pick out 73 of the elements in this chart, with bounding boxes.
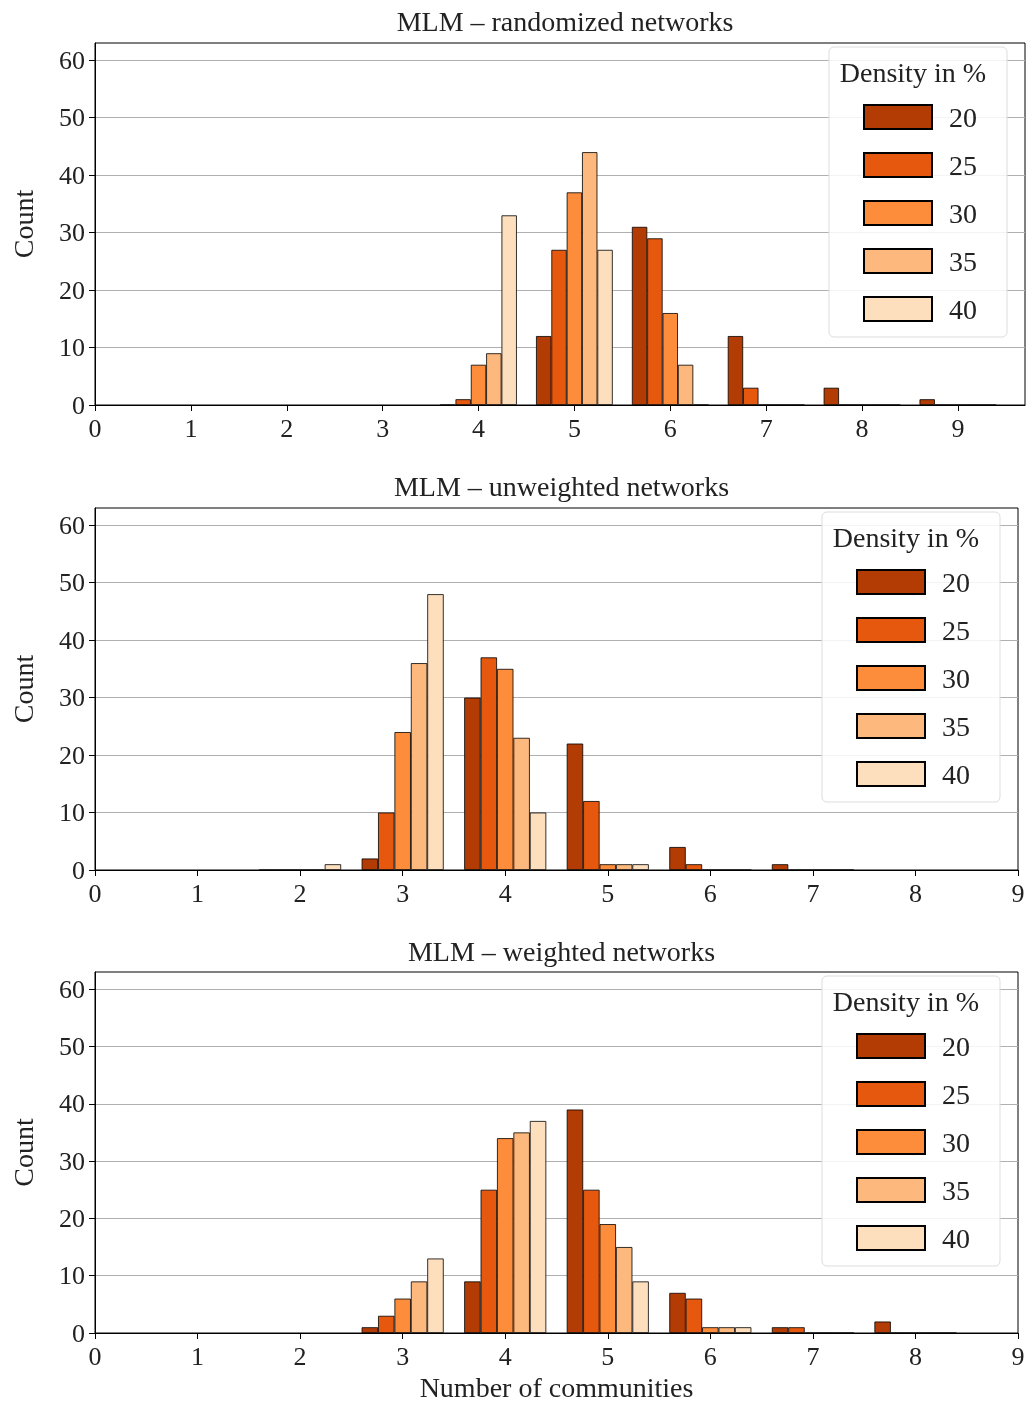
x-tick-label: 6 [703,1341,717,1371]
x-tick-label: 9 [951,413,965,443]
y-tick-label: 60 [59,974,85,1004]
chart-title: MLM – weighted networks [407,935,716,967]
x-tick-label: 7 [806,1341,820,1371]
legend-label: 25 [942,614,970,646]
legend-label: 20 [942,566,970,598]
x-tick-label: 3 [396,878,410,908]
x-tick-label: 7 [806,878,820,908]
legend-label: 35 [942,1174,970,1206]
x-tick-label: 7 [759,413,773,443]
y-tick-label: 60 [59,510,85,540]
y-tick-label: 50 [59,1031,85,1061]
x-tick-label: 2 [293,878,307,908]
x-tick-label: 1 [191,878,205,908]
y-tick-label: 0 [72,390,85,420]
x-tick-label: 4 [472,413,486,443]
chart-title: MLM – unweighted networks [393,470,730,502]
x-tick-label: 9 [1011,878,1025,908]
x-tick-label: 1 [191,1341,205,1371]
legend-label: 30 [942,1126,970,1158]
x-tick-label: 6 [703,878,717,908]
legend-label: 35 [942,710,970,742]
y-tick-label: 0 [72,1318,85,1348]
x-tick-label: 5 [601,1341,615,1371]
y-tick-label: 50 [59,568,85,598]
legend-label: 30 [942,662,970,694]
y-tick-label: 60 [59,45,85,75]
x-tick-label: 8 [908,878,922,908]
x-tick-label: 8 [855,413,869,443]
x-tick-label: 3 [396,1341,410,1371]
legend-title: Density in % [832,521,980,553]
y-tick-label: 10 [59,333,85,363]
legend-label: 20 [949,101,977,133]
y-tick-label: 30 [59,683,85,713]
x-tick-label: 6 [663,413,677,443]
legend-label: 40 [942,1222,970,1254]
y-tick-label: 50 [59,103,85,133]
x-tick-label: 4 [498,1341,512,1371]
y-tick-label: 0 [72,855,85,885]
y-tick-label: 10 [59,1261,85,1291]
x-axis-title: Number of communities [419,1372,694,1404]
y-axis-title: Count [7,654,39,724]
legend-label: 25 [949,149,977,181]
legend-label: 35 [949,245,977,277]
y-tick-label: 30 [59,218,85,248]
legend-label: 40 [942,758,970,790]
legend-title: Density in % [832,985,980,1017]
y-tick-label: 20 [59,1203,85,1233]
x-tick-label: 5 [601,878,615,908]
x-tick-label: 2 [280,413,294,443]
y-axis-title: Count [7,189,39,259]
y-tick-label: 40 [59,1089,85,1119]
x-tick-label: 3 [376,413,390,443]
x-tick-label: 2 [293,1341,307,1371]
y-tick-label: 40 [59,160,85,190]
x-tick-label: 9 [1011,1341,1025,1371]
legend-label: 25 [942,1078,970,1110]
legend-label: 20 [942,1030,970,1062]
y-axis-title: Count [7,1118,39,1187]
legend-label: 40 [949,293,977,325]
legend-title: Density in % [839,56,987,88]
x-tick-label: 5 [567,413,581,443]
y-tick-label: 10 [59,798,85,828]
x-tick-label: 4 [498,878,512,908]
x-tick-label: 8 [908,1341,922,1371]
y-tick-label: 20 [59,740,85,770]
legend-label: 30 [949,197,977,229]
x-tick-label: 1 [184,413,198,443]
y-tick-label: 30 [59,1146,85,1176]
y-tick-label: 40 [59,625,85,655]
chart-title: MLM – randomized networks [396,5,734,37]
y-tick-label: 20 [59,275,85,305]
